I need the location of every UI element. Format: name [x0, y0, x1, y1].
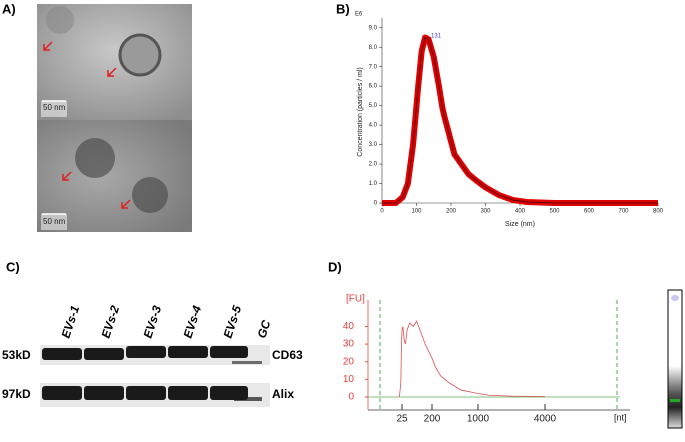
- fluorescence-line: [399, 320, 546, 398]
- y-tick-label: 9.0: [369, 25, 378, 31]
- lane-label: EVs-4: [181, 304, 205, 340]
- y-tick-label: 2.0: [369, 162, 378, 168]
- y-tick-label: 20: [343, 356, 355, 367]
- panel-label: B): [336, 1, 350, 16]
- y-tick-label: 1.0: [369, 181, 378, 187]
- blot: [40, 345, 270, 407]
- x-tick-label: 200: [424, 414, 441, 425]
- scale-bar: 50 nm: [43, 103, 66, 112]
- x-tick-label: 1000: [467, 414, 490, 425]
- x-axis-label: Size (nm): [505, 221, 535, 228]
- panel-label: A): [2, 1, 16, 16]
- y-tick-label: 8.0: [369, 45, 378, 51]
- gel-lane: [667, 289, 683, 429]
- x-tick-label: 700: [618, 209, 629, 215]
- x-tick-label: 300: [480, 209, 491, 215]
- lane-label: GC: [255, 318, 274, 340]
- x-axis-label: [nt]: [614, 412, 627, 422]
- protein-label: CD63: [272, 348, 303, 362]
- gel-marker: [671, 295, 679, 301]
- y-tick-label: 4.0: [369, 123, 378, 129]
- x-tick-label: 600: [584, 209, 595, 215]
- y-tick-label: 7.0: [369, 64, 378, 70]
- y-tick-label: 40: [343, 321, 355, 332]
- panel-label: C): [6, 259, 20, 274]
- concentration-band: [382, 34, 658, 206]
- vesicle: [118, 33, 162, 77]
- y-tick-label: 6.0: [369, 84, 378, 90]
- marker-label: 53kD: [2, 348, 31, 362]
- lane-label: EVs-1: [59, 304, 83, 340]
- panel-label: D): [328, 259, 342, 274]
- y-tick-label: 0: [348, 392, 354, 403]
- x-tick-label: 200: [446, 209, 457, 215]
- y-tick-label: 3.0: [369, 142, 378, 148]
- y-tick-label: 0: [374, 201, 378, 207]
- y-tick-label: 5.0: [369, 103, 378, 109]
- vesicle: [132, 177, 168, 213]
- lane-label: EVs-5: [221, 304, 245, 340]
- arrows: [43, 41, 131, 209]
- x-tick-label: 400: [515, 209, 526, 215]
- x-tick-label: 500: [549, 209, 560, 215]
- x-tick-label: 0: [380, 209, 384, 215]
- concentration-line: [382, 36, 658, 204]
- scale-bar: 50 nm: [43, 217, 66, 226]
- y-tick-label: 10: [343, 374, 355, 385]
- x-tick-label: 4000: [534, 414, 557, 425]
- x-tick-label: 25: [396, 414, 408, 425]
- multiplier: E6: [355, 12, 363, 18]
- y-axis-label: [FU]: [346, 294, 365, 305]
- x-tick-label: 800: [653, 209, 664, 215]
- protein-label: Alix: [272, 387, 294, 401]
- y-axis-label: Concentration (particles / ml): [357, 67, 364, 156]
- micrographs: 50 nm 50 nm: [37, 4, 192, 232]
- vesicle: [46, 6, 74, 34]
- lane-label: EVs-3: [141, 304, 165, 340]
- vesicle: [75, 138, 115, 178]
- gel-marker: [670, 399, 680, 402]
- y-tick-label: 30: [343, 339, 355, 350]
- x-tick-label: 100: [411, 209, 422, 215]
- marker-label: 97kD: [2, 387, 31, 401]
- peak-annotation: 131: [431, 34, 442, 40]
- lane-label: EVs-2: [99, 304, 123, 340]
